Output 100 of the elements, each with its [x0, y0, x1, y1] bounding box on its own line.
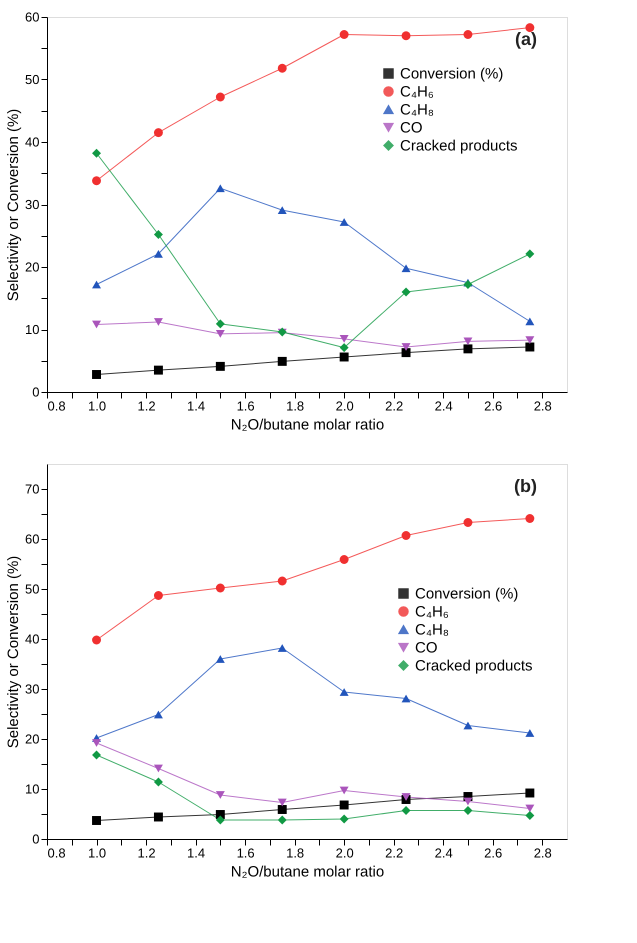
x-tick-label: 0.8 — [48, 398, 66, 414]
point — [154, 710, 163, 718]
point — [92, 148, 101, 158]
point — [278, 798, 287, 806]
x-tick-label: 0.8 — [48, 846, 66, 860]
point — [463, 806, 472, 815]
y-tick-label: 10 — [25, 782, 40, 796]
point — [402, 348, 411, 358]
point — [525, 788, 534, 798]
point — [402, 806, 411, 815]
point — [278, 576, 287, 586]
point — [216, 184, 225, 192]
legend-label: Conversion (%) — [415, 586, 518, 602]
y-axis-title: Selectivity or Conversion (%) — [5, 556, 22, 748]
point — [525, 804, 534, 812]
point — [92, 750, 101, 760]
point — [216, 791, 225, 799]
legend-label: Cracked products — [400, 138, 518, 154]
x-tick-label: 2.2 — [385, 846, 404, 860]
x-tick-label: 2.6 — [484, 398, 502, 414]
x-tick-label: 1.4 — [187, 398, 206, 414]
point — [340, 343, 349, 352]
point — [278, 356, 287, 366]
point — [463, 798, 472, 806]
legend-label: C₄H₆ — [415, 604, 449, 620]
point — [340, 555, 349, 564]
point — [525, 318, 534, 326]
point — [92, 370, 101, 379]
annotation: (a) — [515, 29, 538, 49]
y-tick-label: 60 — [25, 10, 40, 24]
point — [92, 816, 101, 825]
point — [402, 531, 411, 540]
point — [92, 636, 101, 644]
point — [278, 64, 287, 73]
point — [92, 280, 101, 288]
x-tick-label: 2.0 — [336, 846, 354, 860]
point — [92, 739, 101, 747]
point — [154, 591, 163, 600]
point — [402, 343, 411, 351]
y-tick-label: 30 — [25, 197, 40, 212]
point — [525, 342, 534, 352]
x-tick-label: 1.8 — [286, 846, 304, 860]
point — [154, 366, 163, 375]
point — [402, 793, 411, 801]
legend-label: C₄H₈ — [415, 622, 450, 638]
point — [402, 694, 411, 702]
point — [340, 800, 349, 810]
point — [340, 786, 349, 794]
y-tick-label: 20 — [25, 732, 40, 746]
legend-label: Conversion (%) — [400, 66, 504, 82]
x-tick-label: 1.2 — [138, 846, 156, 860]
y-tick-label: 50 — [25, 72, 40, 87]
point — [525, 336, 534, 344]
point — [402, 288, 411, 296]
point — [154, 812, 163, 822]
legend-label: CO — [415, 640, 438, 656]
x-tick-label: 2.6 — [484, 846, 502, 860]
point — [278, 816, 287, 824]
point — [402, 264, 411, 272]
y-tick-label: 40 — [25, 134, 40, 150]
x-tick-label: 1.6 — [236, 398, 255, 414]
point — [340, 352, 349, 362]
x-tick-label: 1.6 — [236, 846, 255, 860]
legend-label: Cracked products — [415, 658, 533, 674]
point — [525, 249, 534, 258]
point — [216, 584, 225, 592]
point — [216, 362, 225, 371]
point — [525, 514, 534, 523]
point — [463, 518, 472, 527]
point — [463, 280, 472, 289]
point — [278, 805, 287, 814]
legend-label: C₄H₈ — [400, 102, 434, 118]
x-tick-label: 2.8 — [534, 398, 552, 414]
point — [402, 31, 411, 40]
x-tick-label: 2.4 — [434, 846, 453, 860]
x-tick-label: 1.2 — [138, 398, 156, 414]
annotation: (b) — [514, 476, 538, 496]
point — [216, 816, 225, 824]
point — [216, 330, 225, 338]
y-axis-title: Selectivity or Conversion (%) — [5, 108, 22, 302]
y-tick-label: 40 — [25, 632, 40, 646]
x-tick-label: 1.4 — [187, 846, 206, 860]
legend-label: C₄H₆ — [400, 84, 434, 100]
point — [525, 729, 534, 737]
point — [340, 335, 349, 343]
x-axis-title: N₂O/butane molar ratio — [230, 864, 384, 880]
point — [154, 764, 163, 772]
y-tick-label: 0 — [32, 384, 40, 400]
legend-label: CO — [400, 120, 422, 136]
point — [525, 23, 534, 32]
point — [154, 128, 163, 138]
x-axis-title: N₂O/butane molar ratio — [230, 416, 384, 434]
point — [216, 655, 225, 663]
point — [340, 814, 349, 824]
point — [92, 176, 101, 186]
point — [278, 206, 287, 214]
y-tick-label: 10 — [25, 322, 40, 337]
x-tick-label: 2.8 — [534, 846, 552, 860]
point — [154, 250, 163, 258]
point — [340, 218, 349, 226]
